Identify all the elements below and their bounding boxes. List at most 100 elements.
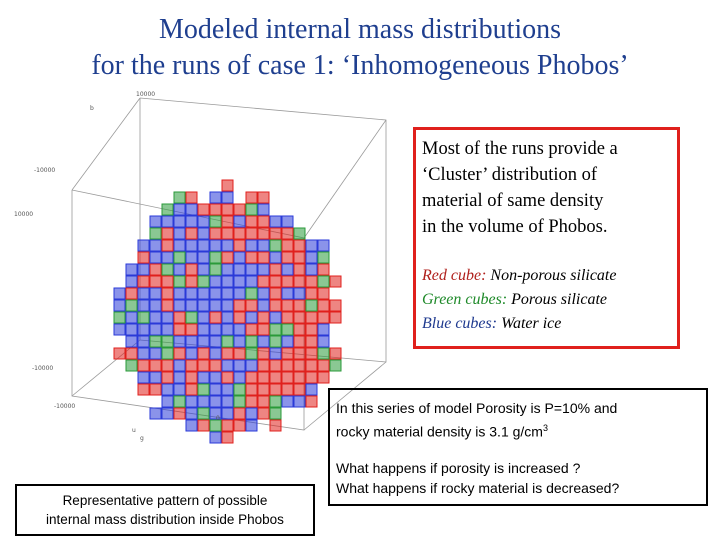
cube bbox=[161, 335, 174, 348]
cube bbox=[293, 371, 306, 384]
cube bbox=[233, 203, 246, 216]
cube bbox=[221, 395, 234, 408]
cube bbox=[125, 311, 138, 324]
cube bbox=[197, 407, 210, 420]
cube bbox=[137, 299, 150, 312]
cube bbox=[197, 239, 210, 252]
cube bbox=[245, 215, 258, 228]
cube bbox=[233, 251, 246, 264]
info-line-1: In this series of model Porosity is P=10… bbox=[336, 400, 618, 416]
cube bbox=[173, 287, 186, 300]
cube bbox=[233, 299, 246, 312]
cube bbox=[209, 407, 222, 420]
cube bbox=[221, 191, 234, 204]
tick-small: 0 bbox=[216, 415, 220, 422]
cube bbox=[197, 395, 210, 408]
title-line-1: Modeled internal mass distributions bbox=[158, 14, 562, 45]
cube bbox=[245, 323, 258, 336]
cluster-line-2: ‘Cluster’ distribution of bbox=[422, 165, 598, 185]
cube bbox=[245, 407, 258, 420]
cube bbox=[125, 263, 138, 276]
cube bbox=[269, 299, 282, 312]
cube bbox=[209, 299, 222, 312]
cube bbox=[221, 359, 234, 372]
cube bbox=[317, 371, 330, 384]
cube bbox=[185, 347, 198, 360]
cube bbox=[245, 287, 258, 300]
cube bbox=[209, 263, 222, 276]
cube bbox=[245, 311, 258, 324]
cube bbox=[161, 311, 174, 324]
cube bbox=[293, 359, 306, 372]
title-line-2: for the runs of case 1: ‘Inhomogeneous P… bbox=[91, 50, 629, 81]
cube bbox=[221, 203, 234, 216]
cube bbox=[293, 395, 306, 408]
cube bbox=[233, 227, 246, 240]
cube bbox=[221, 251, 234, 264]
cube bbox=[125, 299, 138, 312]
cube bbox=[209, 311, 222, 324]
cube bbox=[197, 227, 210, 240]
cube bbox=[245, 371, 258, 384]
cube bbox=[185, 299, 198, 312]
cube bbox=[281, 311, 294, 324]
cube-cluster bbox=[113, 179, 342, 444]
cube bbox=[221, 227, 234, 240]
cube bbox=[161, 299, 174, 312]
cube bbox=[221, 383, 234, 396]
cube bbox=[317, 275, 330, 288]
cube bbox=[245, 335, 258, 348]
cube bbox=[209, 359, 222, 372]
cube bbox=[173, 359, 186, 372]
cube bbox=[281, 227, 294, 240]
cluster-line-1: Most of the runs provide a bbox=[422, 139, 618, 159]
cube bbox=[125, 275, 138, 288]
cube bbox=[293, 251, 306, 264]
cube bbox=[233, 335, 246, 348]
cube bbox=[281, 335, 294, 348]
cube bbox=[149, 263, 162, 276]
cube bbox=[137, 287, 150, 300]
cube bbox=[197, 323, 210, 336]
cube bbox=[317, 347, 330, 360]
cube bbox=[161, 287, 174, 300]
cube bbox=[221, 347, 234, 360]
cube bbox=[257, 323, 270, 336]
cube bbox=[173, 395, 186, 408]
cube bbox=[161, 275, 174, 288]
cube bbox=[269, 407, 282, 420]
cube bbox=[173, 203, 186, 216]
cube bbox=[281, 371, 294, 384]
cube bbox=[293, 299, 306, 312]
cube bbox=[197, 287, 210, 300]
cube bbox=[281, 395, 294, 408]
cube bbox=[185, 275, 198, 288]
cube bbox=[197, 275, 210, 288]
cube bbox=[281, 383, 294, 396]
cube bbox=[269, 215, 282, 228]
cube bbox=[233, 371, 246, 384]
cluster-line-4: in the volume of Phobos. bbox=[422, 217, 608, 237]
cluster-line-3: material of same density bbox=[422, 191, 604, 211]
cube bbox=[293, 383, 306, 396]
cube bbox=[149, 299, 162, 312]
cube bbox=[221, 263, 234, 276]
cube bbox=[257, 263, 270, 276]
cube bbox=[269, 347, 282, 360]
cube bbox=[245, 275, 258, 288]
cube bbox=[245, 359, 258, 372]
cube bbox=[245, 299, 258, 312]
slide-title: Modeled internal mass distributions for … bbox=[0, 12, 720, 84]
cube bbox=[137, 311, 150, 324]
cube bbox=[197, 299, 210, 312]
cube bbox=[305, 347, 318, 360]
cube bbox=[281, 263, 294, 276]
cube bbox=[149, 383, 162, 396]
cube bbox=[137, 335, 150, 348]
cube bbox=[305, 251, 318, 264]
cube bbox=[149, 407, 162, 420]
cube bbox=[185, 359, 198, 372]
cube bbox=[137, 239, 150, 252]
cube bbox=[209, 419, 222, 432]
cube bbox=[233, 395, 246, 408]
